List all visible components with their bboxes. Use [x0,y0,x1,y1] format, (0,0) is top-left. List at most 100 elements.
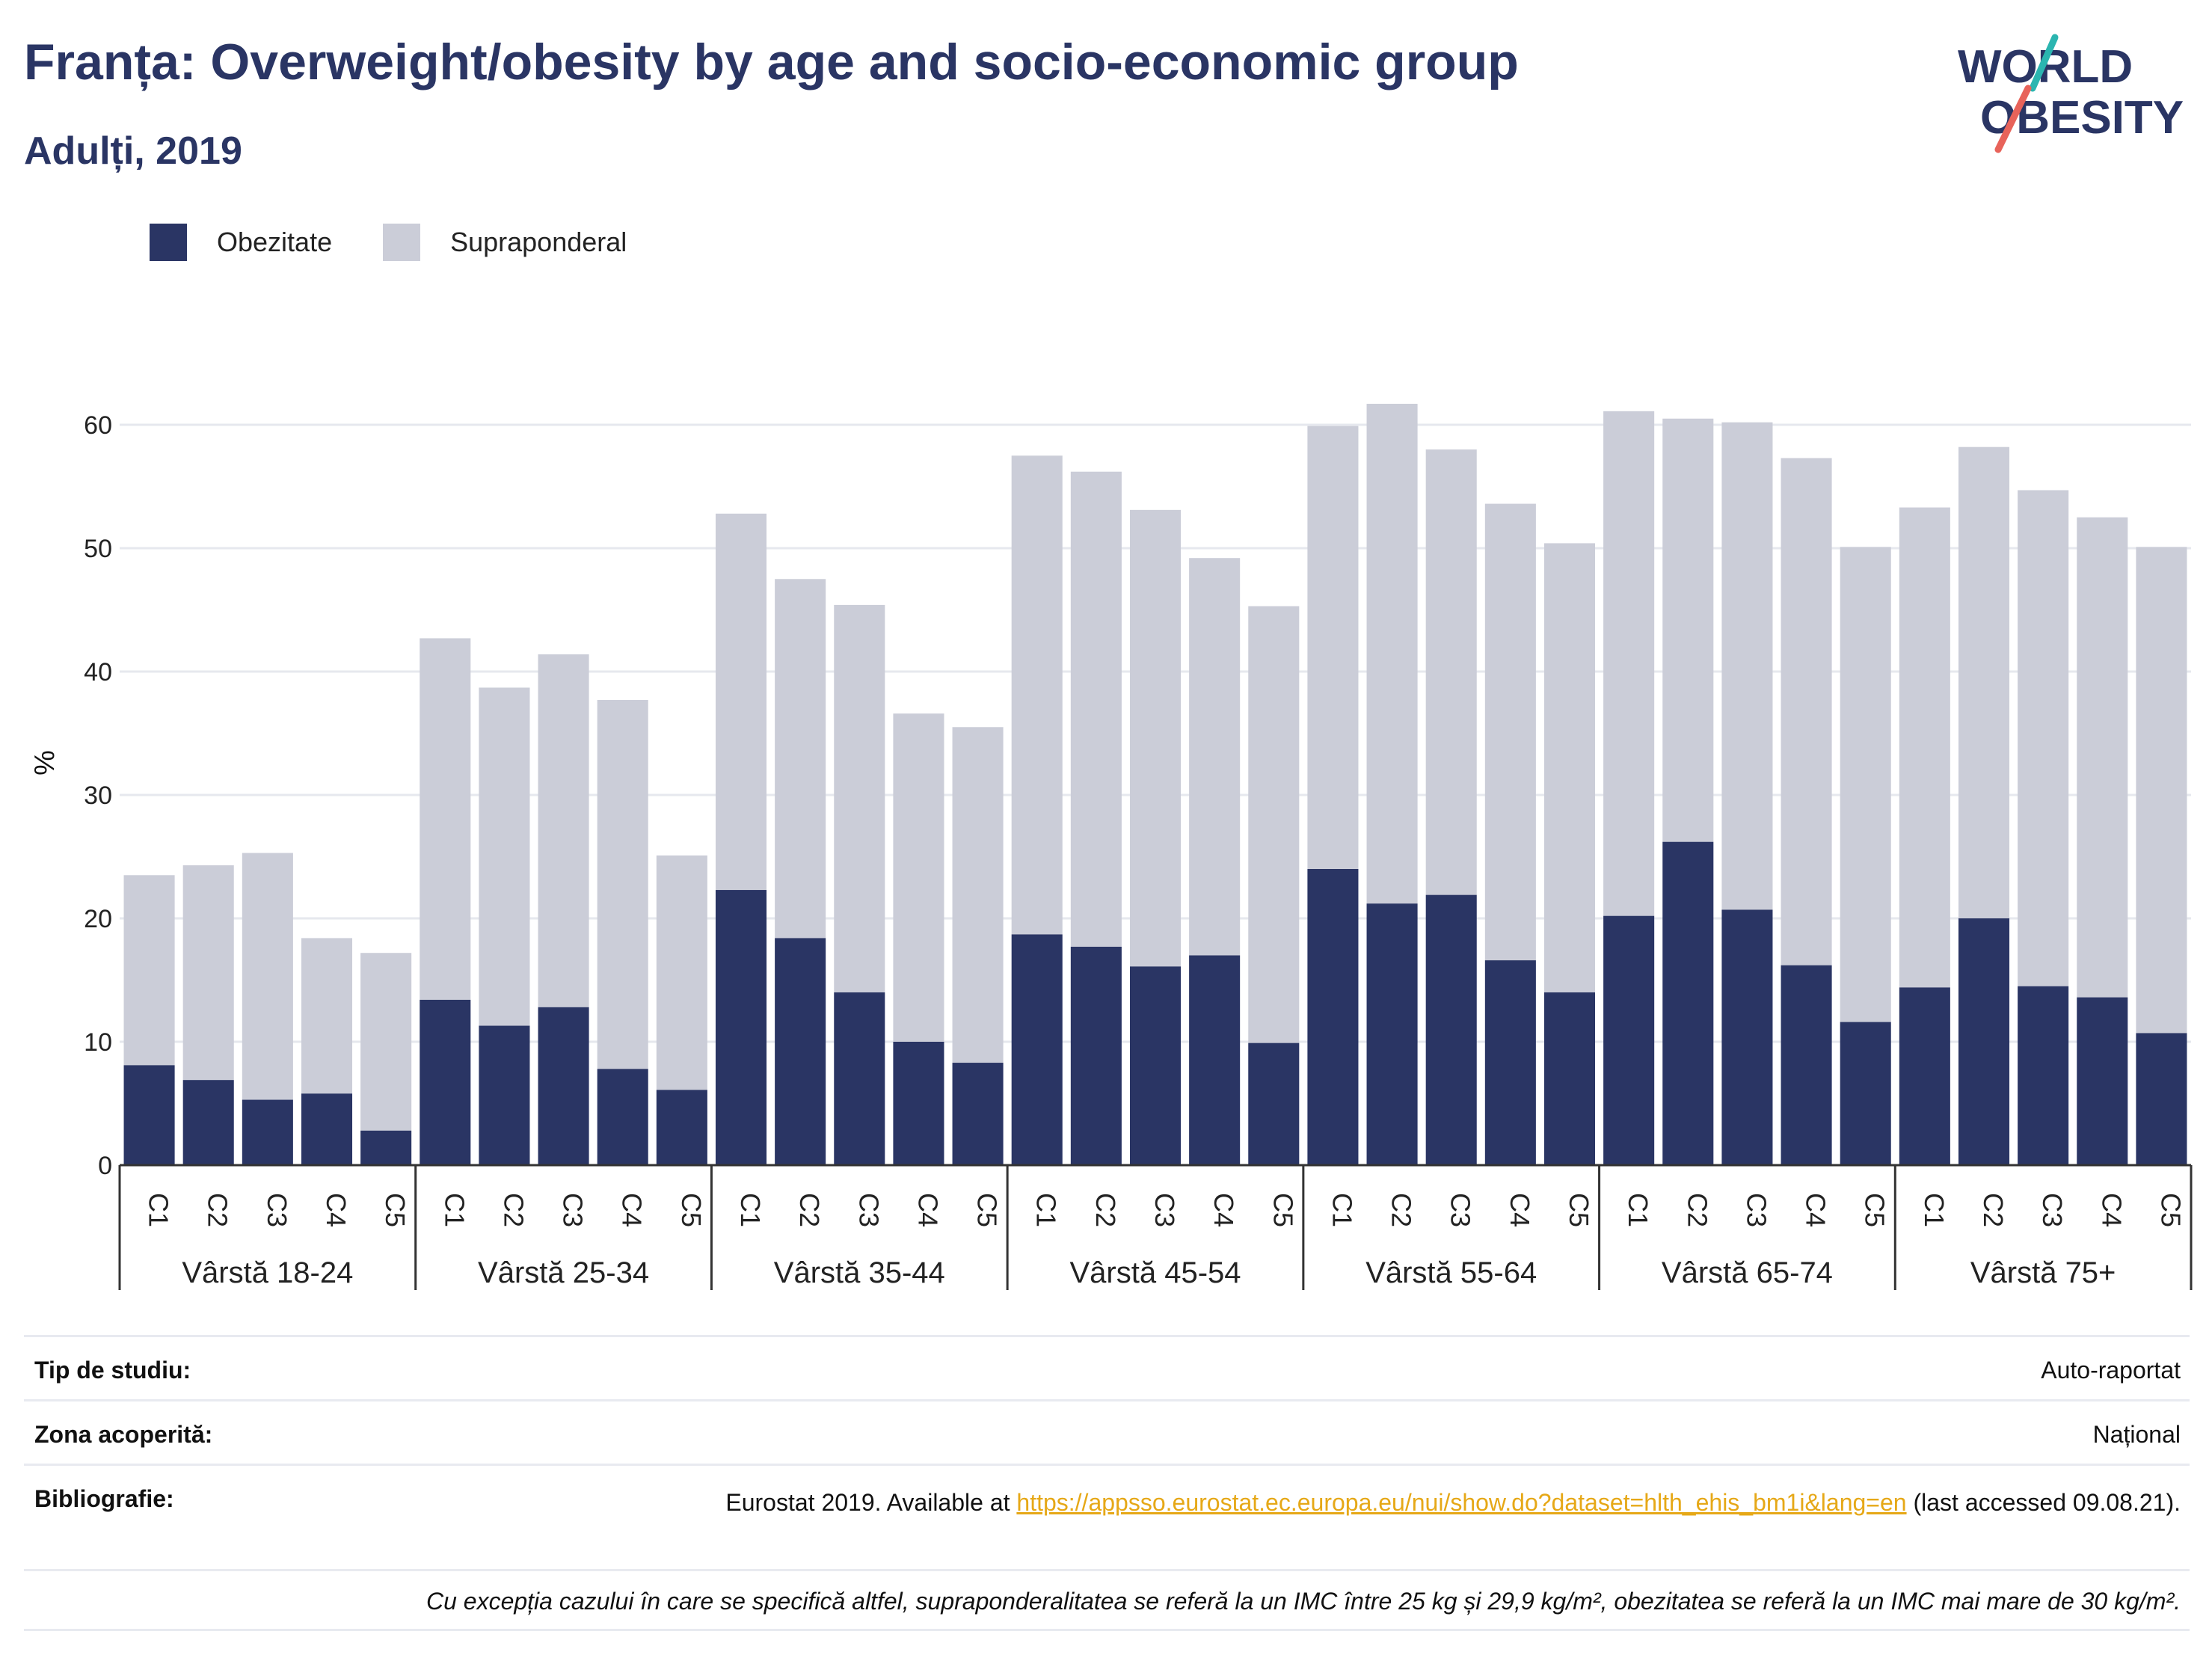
bar-supraponderal [2077,517,2128,998]
coverage-value: Național [2092,1421,2181,1448]
info-row-study-type: Tip de studiu: Auto-raportat [24,1335,2190,1399]
bibliography-link[interactable]: https://appsso.eurostat.ec.europa.eu/nui… [1016,1489,1907,1516]
x-tick-label: C5 [1268,1193,1298,1227]
x-tick-label: C3 [1741,1193,1772,1227]
chart-subtitle: Adulți, 2019 [24,129,242,173]
bar-obezitate [479,1025,530,1165]
bar-supraponderal [420,638,471,1000]
bar-obezitate [123,1065,175,1165]
bar-obezitate [893,1042,944,1165]
bibliography-prefix: Eurostat 2019. Available at [725,1489,1010,1516]
x-tick-label: C3 [853,1193,884,1227]
bar-supraponderal [538,654,589,1007]
x-tick-label: C5 [1564,1193,1594,1227]
bar-obezitate [242,1099,293,1165]
bar-supraponderal [1484,503,1536,961]
logo-slash-red [1994,85,2032,153]
bar-obezitate [1958,918,2010,1165]
bar-supraponderal [1011,455,1063,935]
legend: Obezitate Supraponderal [150,221,678,263]
bibliography-value: Eurostat 2019. Available at https://apps… [685,1485,2181,1554]
bibliography-label: Bibliografie: [34,1485,174,1512]
bar-supraponderal [1603,411,1655,916]
x-tick-label: C5 [1860,1193,1890,1227]
bar-supraponderal [775,579,826,939]
x-tick-label: C3 [1149,1193,1180,1227]
x-tick-label: C3 [1446,1193,1476,1227]
bar-supraponderal [893,713,944,1042]
bar-obezitate [1011,934,1063,1165]
bar-supraponderal [597,699,648,1069]
bar-supraponderal [479,687,530,1026]
x-tick-label: C5 [972,1193,1003,1227]
y-tick-label: 30 [84,782,112,810]
x-tick-label: C2 [794,1193,825,1227]
study-type-value: Auto-raportat [2041,1357,2181,1384]
info-table: Tip de studiu: Auto-raportat Zona acoper… [24,1335,2190,1631]
bar-supraponderal [301,938,353,1094]
bibliography-suffix: (last accessed 09.08.21). [1913,1489,2181,1516]
y-tick-label: 40 [84,658,112,687]
bar-obezitate [420,999,471,1165]
bar-obezitate [1366,903,1418,1165]
x-tick-label: C3 [262,1193,292,1227]
study-type-label: Tip de studiu: [34,1357,191,1384]
bar-obezitate [952,1063,1004,1165]
y-tick-label: 50 [84,535,112,563]
x-tick-label: C3 [558,1193,589,1227]
bar-supraponderal [1366,403,1418,904]
bar-supraponderal [1070,471,1122,947]
x-tick-label: C4 [1801,1193,1831,1227]
bar-obezitate [1070,946,1122,1165]
bar-supraponderal [242,853,293,1100]
x-tick-label: C5 [2155,1193,2186,1227]
x-tick-label: C1 [1623,1193,1653,1227]
bar-obezitate [360,1130,412,1165]
y-tick-label: 20 [84,905,112,933]
bar-supraponderal [1662,418,1714,842]
group-label: Vârstă 18-24 [182,1256,353,1289]
bar-obezitate [1484,960,1536,1165]
bar-supraponderal [1781,458,1832,965]
bar-supraponderal [123,875,175,1066]
bar-supraponderal [1129,509,1182,967]
info-row-coverage: Zona acoperită: Național [24,1399,2190,1464]
y-tick-label: 60 [84,411,112,440]
bar-obezitate [1662,841,1714,1165]
bar-supraponderal [1899,507,1950,988]
x-tick-label: C4 [912,1193,943,1227]
bar-obezitate [1781,965,1832,1165]
bar-obezitate [1603,915,1655,1165]
group-label: Vârstă 45-54 [1069,1256,1241,1289]
bar-obezitate [2018,986,2069,1165]
y-tick-label: 10 [84,1028,112,1057]
bar-supraponderal [1307,426,1359,869]
bar-supraponderal [1721,422,1773,910]
bar-obezitate [2136,1033,2187,1165]
bar-obezitate [775,938,826,1165]
x-tick-label: C2 [1386,1193,1417,1227]
bar-obezitate [538,1007,589,1165]
x-tick-label: C1 [144,1193,174,1227]
bar-obezitate [1248,1043,1300,1165]
bar-obezitate [1425,894,1477,1165]
legend-label-obezitate: Obezitate [217,227,333,257]
legend-item-obezitate: Obezitate [150,224,332,261]
x-tick-label: C1 [735,1193,766,1227]
x-tick-label: C1 [1327,1193,1357,1227]
legend-label-supraponderal: Supraponderal [450,227,627,257]
bar-supraponderal [1189,558,1241,956]
bar-supraponderal [1248,606,1300,1043]
x-tick-label: C4 [1505,1193,1535,1227]
x-tick-label: C2 [1978,1193,2009,1227]
bar-obezitate [182,1080,234,1165]
footnote: Cu excepția cazului în care se specifică… [24,1569,2190,1631]
bar-supraponderal [1958,446,2010,918]
x-tick-label: C4 [1208,1193,1239,1227]
group-label: Vârstă 35-44 [774,1256,945,1289]
bar-supraponderal [2136,547,2187,1034]
bar-obezitate [1307,869,1359,1165]
world-obesity-logo: WORLD OBESITY [1958,34,2184,153]
group-label: Vârstă 25-34 [478,1256,649,1289]
